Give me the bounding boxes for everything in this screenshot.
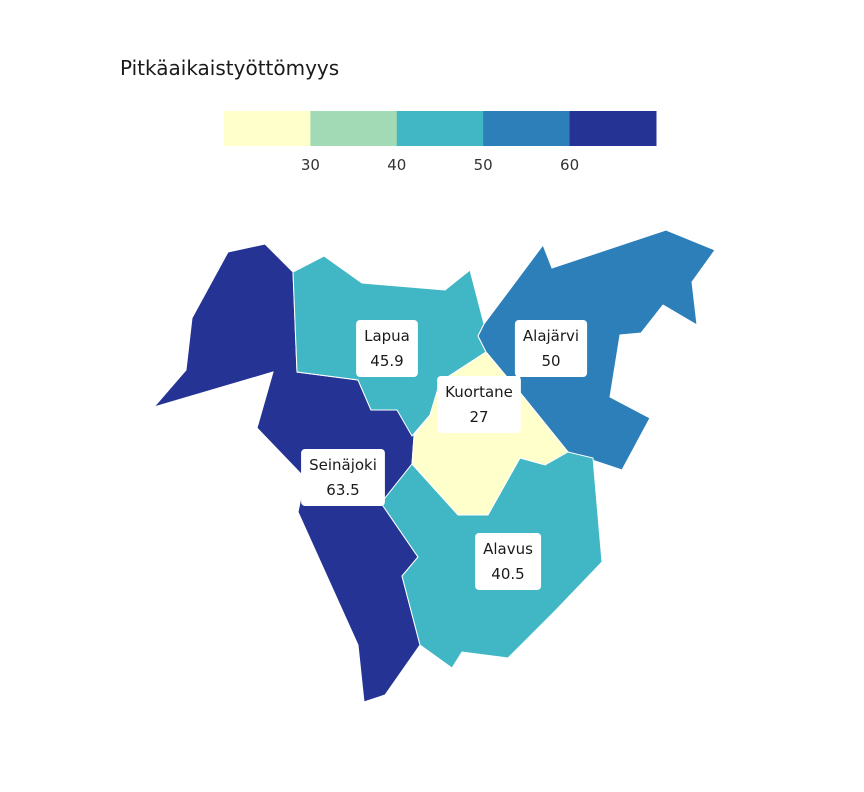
legend-swatch xyxy=(569,111,657,146)
legend-tick-label: 30 xyxy=(301,156,320,174)
legend-swatch xyxy=(396,111,484,146)
map-title: Pitkäaikaistyöttömyys xyxy=(120,56,340,80)
region-label-box xyxy=(475,533,542,590)
legend-tick-label: 40 xyxy=(387,156,406,174)
region-shapes xyxy=(152,229,716,703)
region-label-box xyxy=(437,376,521,433)
region-label-box xyxy=(514,320,588,377)
region-label-name: Lapua xyxy=(364,327,410,345)
region-label-name: Seinäjoki xyxy=(309,456,377,474)
region-label: Lapua 45.9 xyxy=(356,320,418,377)
region-label-name: Alavus xyxy=(483,540,533,558)
region-label-value: 27 xyxy=(469,408,488,426)
legend-swatch xyxy=(483,111,571,146)
region-label-box xyxy=(301,449,385,506)
region-label-box xyxy=(356,320,418,377)
region-label: Alavus 40.5 xyxy=(475,533,542,590)
region-label: Seinäjoki 63.5 xyxy=(301,449,385,506)
region-label-name: Kuortane xyxy=(445,383,513,401)
legend-swatch xyxy=(224,111,311,146)
region-label: Alajärvi 50 xyxy=(514,320,588,377)
region-label-value: 45.9 xyxy=(370,352,403,370)
region-labels: Lapua 45.9 Alajärvi 50 Kuortane 27 Seinäjoki 63… xyxy=(301,320,588,590)
legend-tick-label: 60 xyxy=(560,156,579,174)
region-label-value: 63.5 xyxy=(326,481,359,499)
legend-swatch xyxy=(310,111,398,146)
region-label-value: 50 xyxy=(541,352,560,370)
color-legend: 30 40 50 60 xyxy=(224,111,657,174)
legend-ticks: 30 40 50 60 xyxy=(301,156,579,174)
region-label-name: Alajärvi xyxy=(523,327,579,345)
legend-tick-label: 50 xyxy=(474,156,493,174)
region-label: Kuortane 27 xyxy=(437,376,521,433)
region-label-value: 40.5 xyxy=(491,565,524,583)
legend-bars xyxy=(224,111,657,146)
